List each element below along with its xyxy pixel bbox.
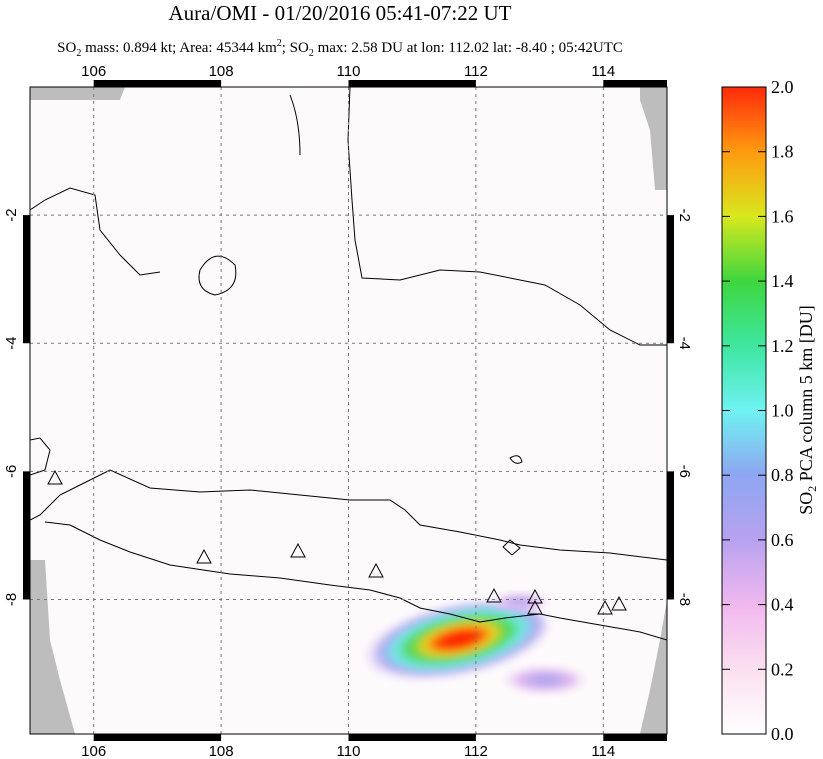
y-tick-label: -4: [676, 337, 693, 350]
subtitle-part: 2: [277, 38, 282, 49]
so2-plume: [351, 602, 549, 688]
volcano: [196, 548, 212, 564]
frame-band: [603, 80, 667, 87]
volcano: [290, 542, 306, 558]
colorbar-axis: 0.0 0.2 0.4 0.6 0.8 1.0 1.2 1.4 1.6 1.8 2.0: [722, 77, 794, 744]
grid: [30, 87, 667, 734]
colorbar-tick-label: 1.6: [771, 206, 794, 226]
volcano: [47, 469, 63, 485]
coastlines: [30, 87, 667, 641]
x-tick-label: 112: [464, 63, 488, 80]
frame-band: [23, 471, 30, 600]
volcano: [611, 595, 627, 611]
subtitle: SO2 mass: 0.894 kt; Area: 45344 km2; SO2…: [57, 38, 623, 59]
subtitle-part: SO: [57, 40, 76, 56]
colorbar-tick-label: 0.2: [771, 659, 794, 679]
y-tick-label: -2: [676, 208, 693, 221]
colorbar-tick-label: 0.4: [771, 595, 794, 615]
frame-band: [348, 734, 476, 741]
colorbar-tick-label: 0.8: [771, 465, 794, 485]
volcano: [527, 599, 543, 615]
no-data: [640, 600, 667, 734]
x-tick-label: 110: [337, 743, 361, 759]
y-tick-label: -4: [3, 337, 20, 350]
y-tick-label: -8: [676, 593, 693, 606]
volcano: [527, 588, 543, 604]
subtitle-part: mass: 0.894 kt; Area: 45344 km: [81, 40, 277, 56]
colorbar-tick-label: 0.0: [771, 724, 794, 744]
y-tick-label: -6: [676, 465, 693, 478]
colorbar-tick-label: 1.8: [771, 142, 794, 162]
frame-band: [667, 215, 674, 344]
subtitle-part: 2: [76, 48, 81, 59]
so2-plume: [500, 665, 590, 695]
subtitle-part: max: 2.58 DU at lon: 112.02 lat: -8.40 ;…: [314, 40, 623, 56]
no-data: [640, 87, 667, 190]
subtitle-part: 2: [309, 48, 314, 59]
frame-band: [667, 471, 674, 600]
volcano: [486, 587, 502, 603]
x-tick-label: 108: [209, 743, 234, 759]
volcano: [597, 599, 613, 615]
y-tick-label: -8: [3, 593, 20, 606]
colorbar-label-part: 2: [805, 486, 819, 492]
so2-plume: [490, 592, 550, 612]
frame-band: [603, 734, 667, 741]
x-tick-label: 114: [591, 63, 615, 80]
map-area: [30, 87, 667, 734]
y-tick-label: -6: [3, 465, 20, 478]
x-tick-label: 112: [464, 743, 488, 759]
frame-band: [93, 734, 222, 741]
subtitle-part: ; SO: [282, 40, 309, 56]
colorbar-tick-label: 2.0: [771, 77, 794, 97]
colorbar-tick-label: 0.6: [771, 530, 794, 550]
colorbar-tick-label: 1.2: [771, 336, 794, 356]
frame-band: [93, 80, 222, 87]
colorbar-label-part: SO: [796, 492, 816, 515]
no-data: [30, 87, 125, 100]
colorbar-tick-label: 1.4: [771, 271, 794, 291]
x-tick-label: 110: [337, 63, 361, 80]
colorbar-tick-label: 1.0: [771, 401, 794, 421]
frame-band: [23, 215, 30, 344]
no-data: [30, 560, 75, 734]
colorbar-label-part: PCA column 5 km [DU]: [796, 305, 816, 486]
x-tick-label: 106: [81, 743, 106, 759]
axes: 106 106 108 108 110 110 112 112 114 114 -2 -2 -4 -4 -6…: [3, 63, 693, 759]
title: Aura/OMI - 01/20/2016 05:41-07:22 UT: [169, 1, 512, 25]
colorbar-label: SO2 PCA column 5 km [DU]: [796, 305, 819, 515]
y-tick-label: -2: [3, 208, 20, 221]
volcano-markers: [47, 469, 627, 615]
map-frame: [23, 80, 674, 741]
x-tick-label: 108: [209, 63, 234, 80]
volcano: [368, 562, 384, 578]
x-tick-label: 106: [81, 63, 106, 80]
frame-band: [348, 80, 476, 87]
x-tick-label: 114: [591, 743, 615, 759]
